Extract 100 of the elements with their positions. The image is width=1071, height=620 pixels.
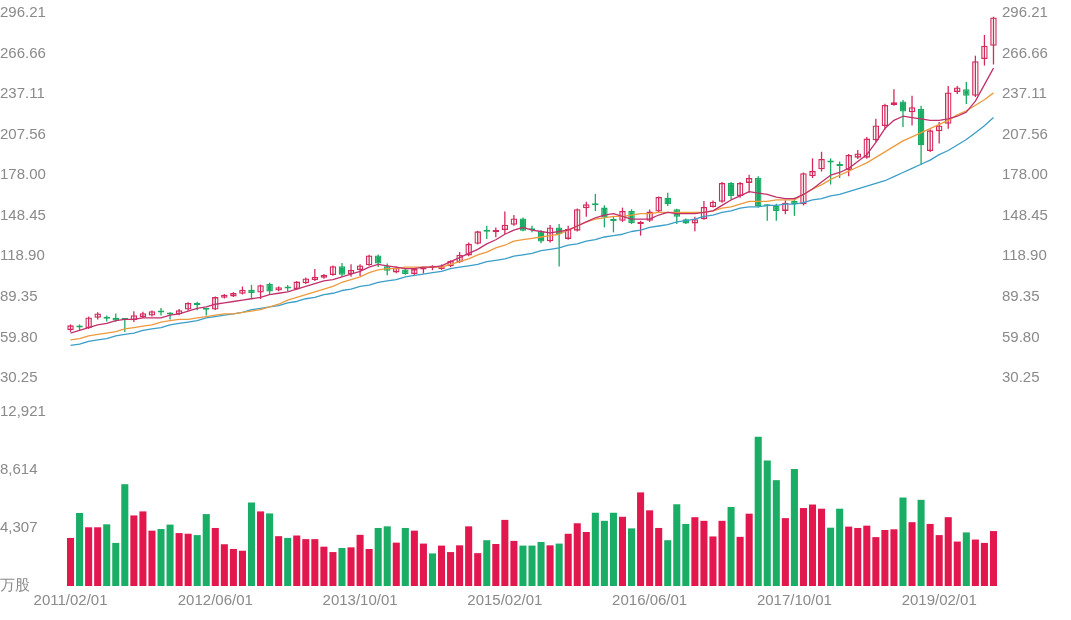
bar xyxy=(220,544,228,586)
bar xyxy=(655,527,663,586)
y-tick-label: 12,921 xyxy=(0,402,46,420)
bar xyxy=(917,499,925,586)
bar xyxy=(618,516,627,586)
bar xyxy=(465,526,473,586)
y-tick-label: 237.11 xyxy=(0,84,45,102)
bar xyxy=(121,484,129,586)
bar xyxy=(229,548,237,586)
bar xyxy=(257,511,265,586)
bar xyxy=(637,492,645,586)
candlestick xyxy=(899,99,907,128)
bar xyxy=(247,502,256,586)
x-tick-label: 2019/02/01 xyxy=(901,591,977,609)
bar xyxy=(591,512,599,586)
y-tick-label: 万股 xyxy=(0,576,30,594)
bar xyxy=(94,527,102,586)
bar xyxy=(103,524,111,586)
y2-tick-label: 30.25 xyxy=(1002,368,1040,386)
bar xyxy=(528,545,536,586)
bar xyxy=(989,531,998,586)
x-tick-label: 2013/10/01 xyxy=(322,591,398,609)
bar xyxy=(863,525,871,586)
bar xyxy=(302,539,310,586)
bar xyxy=(546,545,554,586)
bar xyxy=(139,511,147,586)
x-tick-label: 2016/06/01 xyxy=(612,591,688,609)
x-tick-label: 2017/10/01 xyxy=(756,591,832,609)
bar xyxy=(691,517,699,586)
x-tick-label: 2011/02/01 xyxy=(33,591,108,609)
y2-tick-label: 207.56 xyxy=(1002,124,1048,142)
bar xyxy=(971,539,979,586)
y-tick-label: 4,307 xyxy=(0,518,38,536)
bar xyxy=(754,436,762,586)
bar xyxy=(238,550,246,586)
bar xyxy=(474,553,482,586)
bar xyxy=(573,523,581,586)
y2-tick-label: 148.45 xyxy=(1002,205,1048,223)
bar xyxy=(193,535,201,586)
bar xyxy=(392,542,400,586)
bar xyxy=(211,527,219,586)
bar xyxy=(519,545,527,586)
candlestick xyxy=(963,81,970,105)
bar xyxy=(664,540,672,586)
bar xyxy=(501,519,509,586)
y-tick-label: 178.00 xyxy=(0,165,46,183)
bar xyxy=(184,533,192,586)
bar xyxy=(284,537,292,586)
bar xyxy=(600,520,608,586)
y2-tick-label: 59.80 xyxy=(1002,327,1040,345)
bar xyxy=(202,514,210,586)
bar xyxy=(293,535,301,586)
y-tick-label: 118.90 xyxy=(0,246,45,264)
bar xyxy=(980,542,988,586)
bar xyxy=(926,523,934,586)
bar xyxy=(338,548,346,586)
bar xyxy=(628,528,636,586)
bar xyxy=(890,529,898,586)
bar xyxy=(275,536,283,586)
bar xyxy=(356,534,364,586)
bar xyxy=(410,530,418,586)
bar xyxy=(727,506,735,586)
bar xyxy=(763,460,771,586)
bar xyxy=(854,527,862,586)
y-tick-label: 59.80 xyxy=(0,327,38,345)
bar xyxy=(944,517,952,586)
bar xyxy=(266,513,274,586)
y2-tick-label: 266.66 xyxy=(1002,43,1048,61)
y2-tick-label: 178.00 xyxy=(1002,165,1048,183)
bar xyxy=(827,527,835,586)
bar xyxy=(537,541,545,586)
bar xyxy=(781,518,789,586)
bar xyxy=(872,537,880,586)
bar xyxy=(130,515,138,586)
bar xyxy=(112,542,120,586)
bar xyxy=(67,537,75,586)
y2-tick-label: 89.35 xyxy=(1002,287,1040,305)
y-tick-label: 207.56 xyxy=(0,124,46,142)
bar xyxy=(564,533,572,586)
bar xyxy=(483,540,491,586)
bar xyxy=(320,546,328,586)
bar xyxy=(808,504,817,586)
bar xyxy=(908,522,916,586)
y-tick-label: 296.21 xyxy=(0,3,46,21)
bar xyxy=(962,532,970,586)
x-tick-label: 2012/06/01 xyxy=(177,591,253,609)
bar xyxy=(899,497,907,586)
bar xyxy=(329,552,337,586)
bar xyxy=(157,529,165,586)
y2-tick-label: 237.11 xyxy=(1002,84,1047,102)
bar xyxy=(836,508,844,586)
bar xyxy=(818,508,826,586)
y-tick-label: 266.66 xyxy=(0,43,46,61)
bar xyxy=(609,512,617,586)
bar xyxy=(419,543,427,586)
bar xyxy=(582,532,590,586)
bar xyxy=(401,527,409,586)
bar xyxy=(447,552,455,586)
bar xyxy=(85,527,93,586)
bar xyxy=(772,480,780,586)
